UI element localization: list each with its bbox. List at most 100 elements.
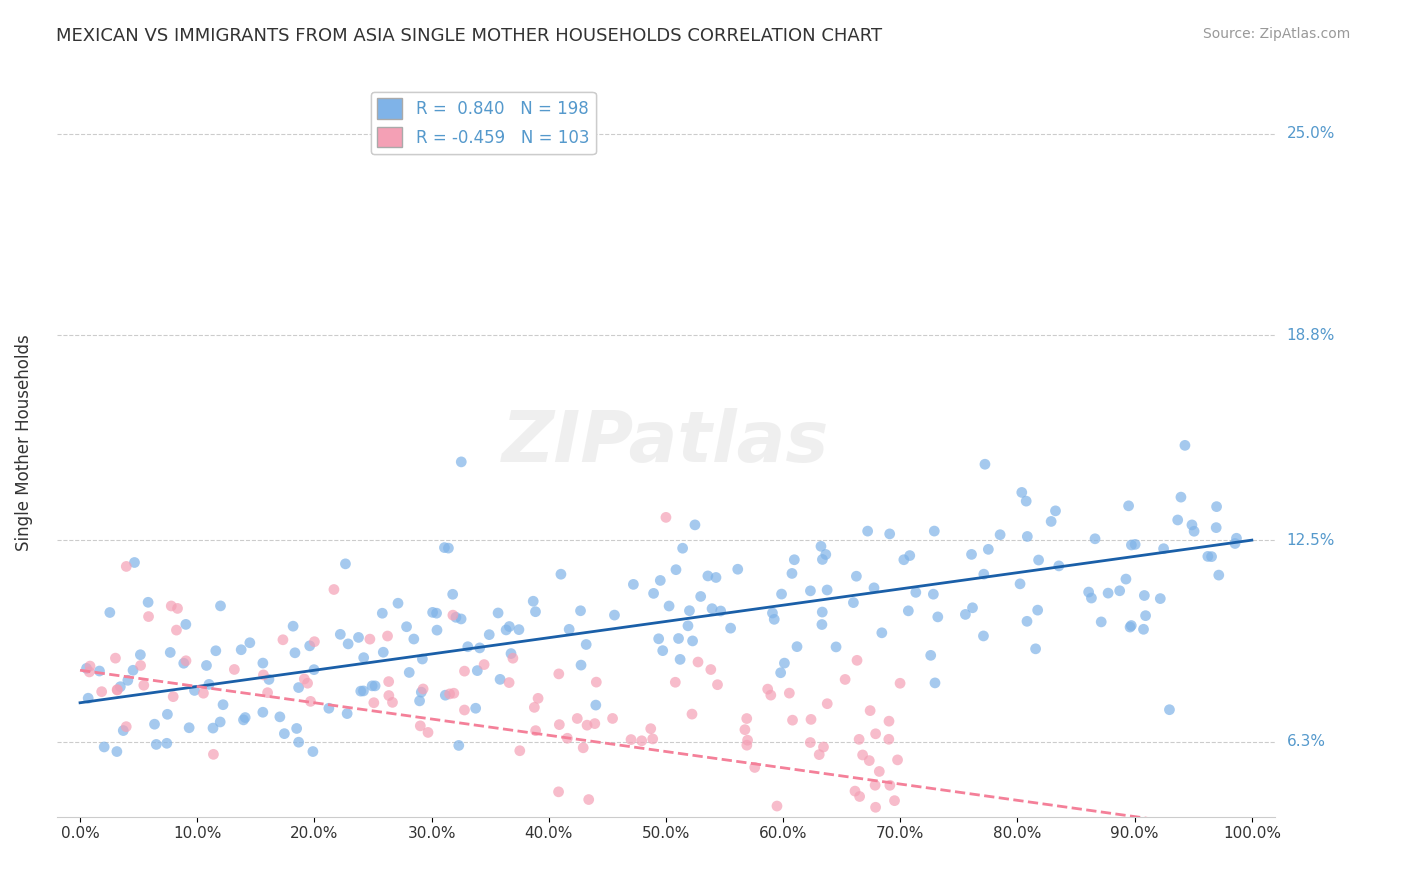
- Point: [602, 711, 624, 725]
- Point: [583, 716, 606, 731]
- Point: [735, 712, 758, 726]
- Point: [799, 735, 821, 749]
- Point: [347, 631, 370, 645]
- Point: [856, 524, 879, 538]
- Point: [769, 665, 792, 680]
- Point: [846, 653, 869, 667]
- Point: [973, 567, 995, 582]
- Point: [700, 663, 723, 677]
- Point: [387, 596, 409, 610]
- Point: [193, 686, 215, 700]
- Point: [585, 675, 607, 690]
- Point: [651, 643, 673, 657]
- Point: [865, 727, 887, 741]
- Point: [848, 789, 870, 804]
- Point: [434, 688, 457, 702]
- Point: [1153, 541, 1175, 556]
- Point: [974, 457, 997, 471]
- Point: [578, 792, 600, 806]
- Point: [364, 679, 387, 693]
- Point: [783, 553, 806, 567]
- Point: [453, 703, 475, 717]
- Point: [165, 623, 187, 637]
- Point: [166, 601, 188, 615]
- Point: [76, 661, 98, 675]
- Legend: R =  0.840   N = 198, R = -0.459   N = 103: R = 0.840 N = 198, R = -0.459 N = 103: [371, 92, 596, 154]
- Point: [231, 642, 253, 657]
- Point: [1174, 438, 1197, 452]
- Point: [524, 723, 547, 738]
- Point: [1097, 586, 1119, 600]
- Point: [447, 739, 470, 753]
- Point: [1025, 641, 1047, 656]
- Point: [879, 527, 901, 541]
- Point: [239, 636, 262, 650]
- Point: [136, 595, 159, 609]
- Point: [252, 656, 274, 670]
- Point: [547, 785, 569, 799]
- Point: [162, 690, 184, 704]
- Point: [287, 681, 309, 695]
- Point: [924, 676, 946, 690]
- Point: [1123, 537, 1146, 551]
- Point: [79, 665, 101, 679]
- Point: [811, 605, 834, 619]
- Point: [883, 794, 905, 808]
- Point: [495, 623, 517, 637]
- Point: [811, 617, 834, 632]
- Point: [498, 675, 520, 690]
- Point: [156, 736, 179, 750]
- Point: [252, 668, 274, 682]
- Point: [683, 517, 706, 532]
- Point: [524, 605, 547, 619]
- Point: [439, 687, 461, 701]
- Point: [1047, 558, 1070, 573]
- Point: [558, 623, 581, 637]
- Point: [457, 640, 479, 654]
- Text: 18.8%: 18.8%: [1286, 327, 1334, 343]
- Point: [269, 710, 291, 724]
- Point: [886, 753, 908, 767]
- Point: [737, 733, 759, 747]
- Point: [744, 760, 766, 774]
- Point: [759, 688, 782, 702]
- Point: [1121, 618, 1143, 632]
- Point: [522, 594, 544, 608]
- Point: [734, 723, 756, 737]
- Point: [1149, 591, 1171, 606]
- Point: [1205, 500, 1227, 514]
- Point: [778, 686, 800, 700]
- Point: [373, 645, 395, 659]
- Point: [678, 604, 700, 618]
- Point: [810, 539, 832, 553]
- Point: [202, 747, 225, 762]
- Point: [877, 714, 900, 728]
- Point: [412, 681, 434, 696]
- Point: [569, 658, 592, 673]
- Point: [350, 684, 373, 698]
- Point: [398, 665, 420, 680]
- Point: [621, 577, 644, 591]
- Point: [700, 601, 723, 615]
- Point: [1182, 524, 1205, 539]
- Point: [1225, 531, 1247, 545]
- Point: [665, 563, 688, 577]
- Point: [444, 610, 467, 624]
- Point: [1011, 485, 1033, 500]
- Point: [411, 652, 433, 666]
- Point: [1080, 591, 1102, 605]
- Point: [110, 680, 132, 694]
- Point: [1045, 504, 1067, 518]
- Point: [129, 658, 152, 673]
- Point: [865, 800, 887, 814]
- Point: [1223, 536, 1246, 550]
- Point: [572, 740, 595, 755]
- Point: [159, 645, 181, 659]
- Point: [115, 559, 138, 574]
- Point: [868, 764, 890, 779]
- Point: [1077, 585, 1099, 599]
- Point: [443, 686, 465, 700]
- Point: [852, 747, 875, 762]
- Point: [257, 673, 280, 687]
- Y-axis label: Single Mother Households: Single Mother Households: [15, 334, 32, 551]
